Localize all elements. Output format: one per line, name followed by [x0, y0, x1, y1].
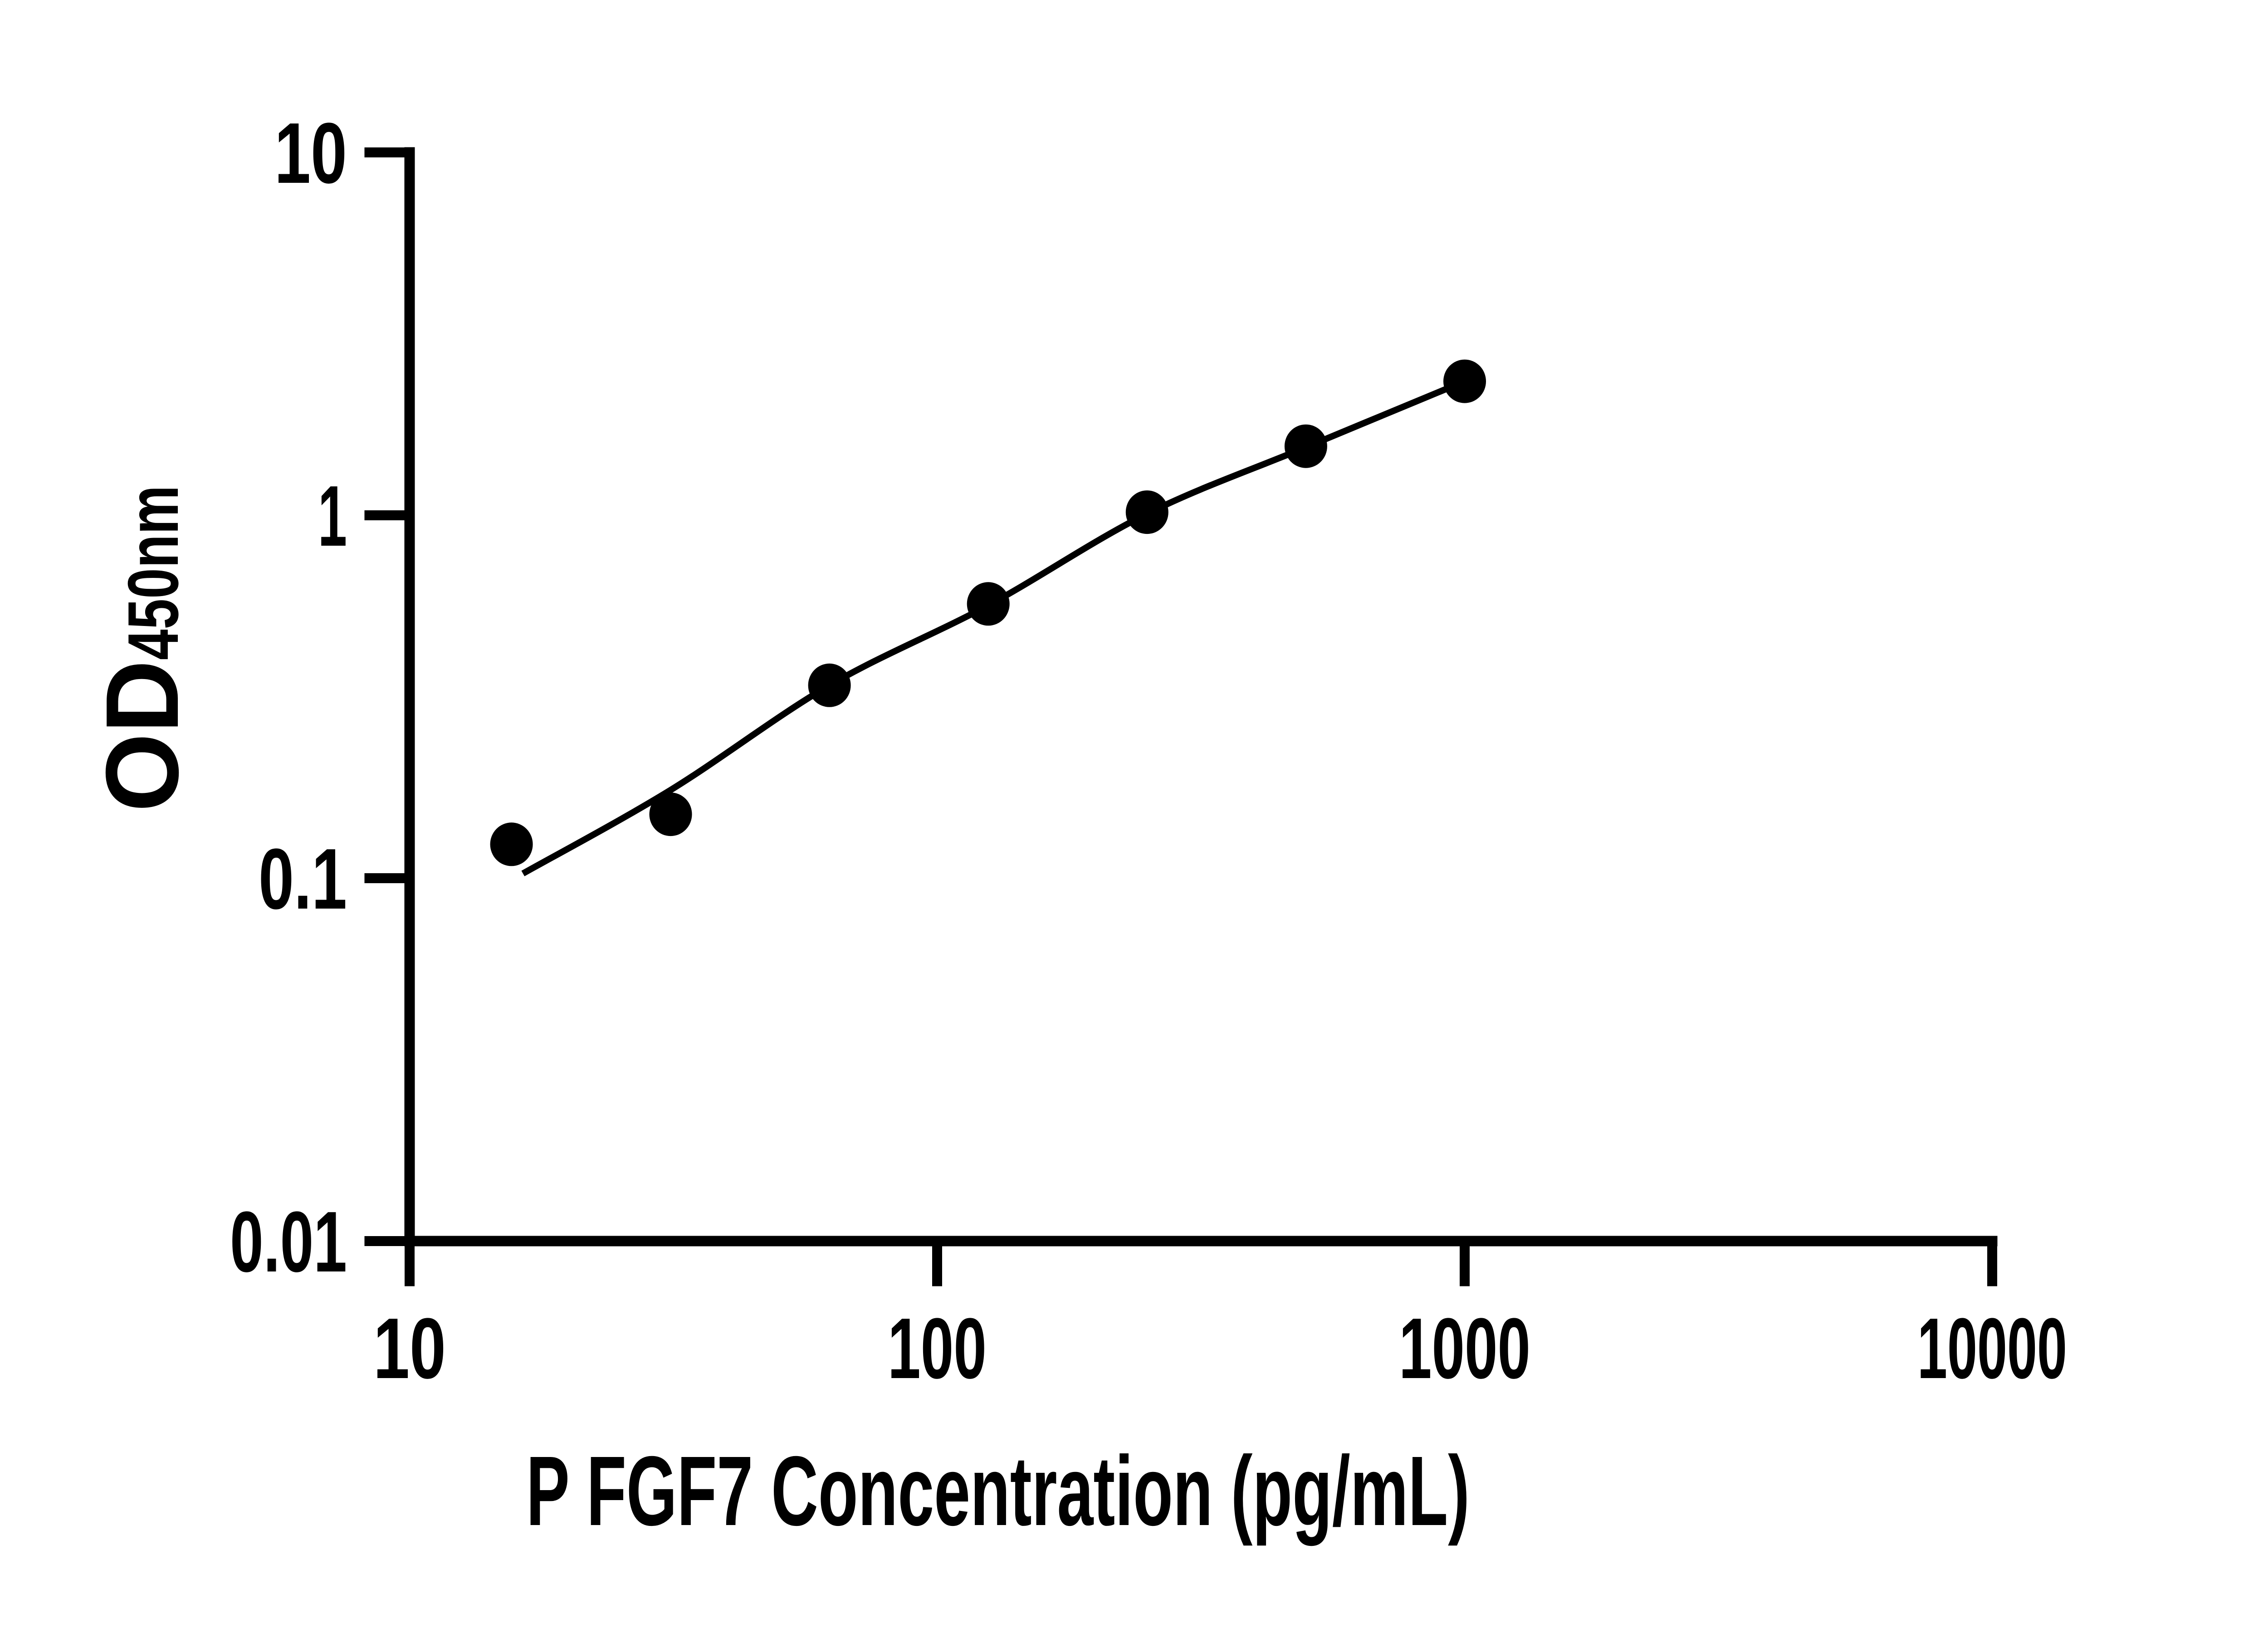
- axes: 10 100 1000 10000 10 1 0.1 0.01: [230, 105, 2067, 1397]
- y-axis-title: OD450nm: [85, 485, 200, 812]
- y-tick-label-0.01: 0.01: [230, 1194, 347, 1290]
- y-axis-ticks: [364, 147, 405, 1246]
- data-point-marker: [1443, 359, 1486, 403]
- y-tick-label-10: 10: [274, 105, 347, 201]
- data-point-marker: [808, 663, 851, 707]
- y-axis-tick-labels: 10 1 0.1 0.01: [230, 105, 347, 1290]
- x-tick-label-10: 10: [373, 1301, 446, 1397]
- x-tick-label-10000: 10000: [1917, 1301, 2067, 1397]
- data-point-marker: [1125, 490, 1168, 534]
- data-point-marker: [1284, 424, 1327, 468]
- x-axis-ticks: [405, 1246, 1997, 1286]
- x-tick-label-100: 100: [888, 1301, 987, 1397]
- data-point-marker: [490, 822, 533, 866]
- y-tick-label-1: 1: [318, 468, 347, 564]
- y-tick-label-0.1: 0.1: [259, 831, 347, 927]
- data-point-marker: [967, 582, 1010, 626]
- y-axis-title-sub: 450nm: [113, 485, 193, 660]
- data-points: [490, 359, 1486, 866]
- x-axis-tick-labels: 10 100 1000 10000: [373, 1301, 2067, 1397]
- x-axis-title: P FGF7 Concentration (pg/mL): [526, 1436, 1470, 1546]
- data-point-marker: [649, 792, 692, 836]
- y-axis-title-main: OD: [85, 660, 200, 812]
- x-tick-label-1000: 1000: [1399, 1301, 1530, 1397]
